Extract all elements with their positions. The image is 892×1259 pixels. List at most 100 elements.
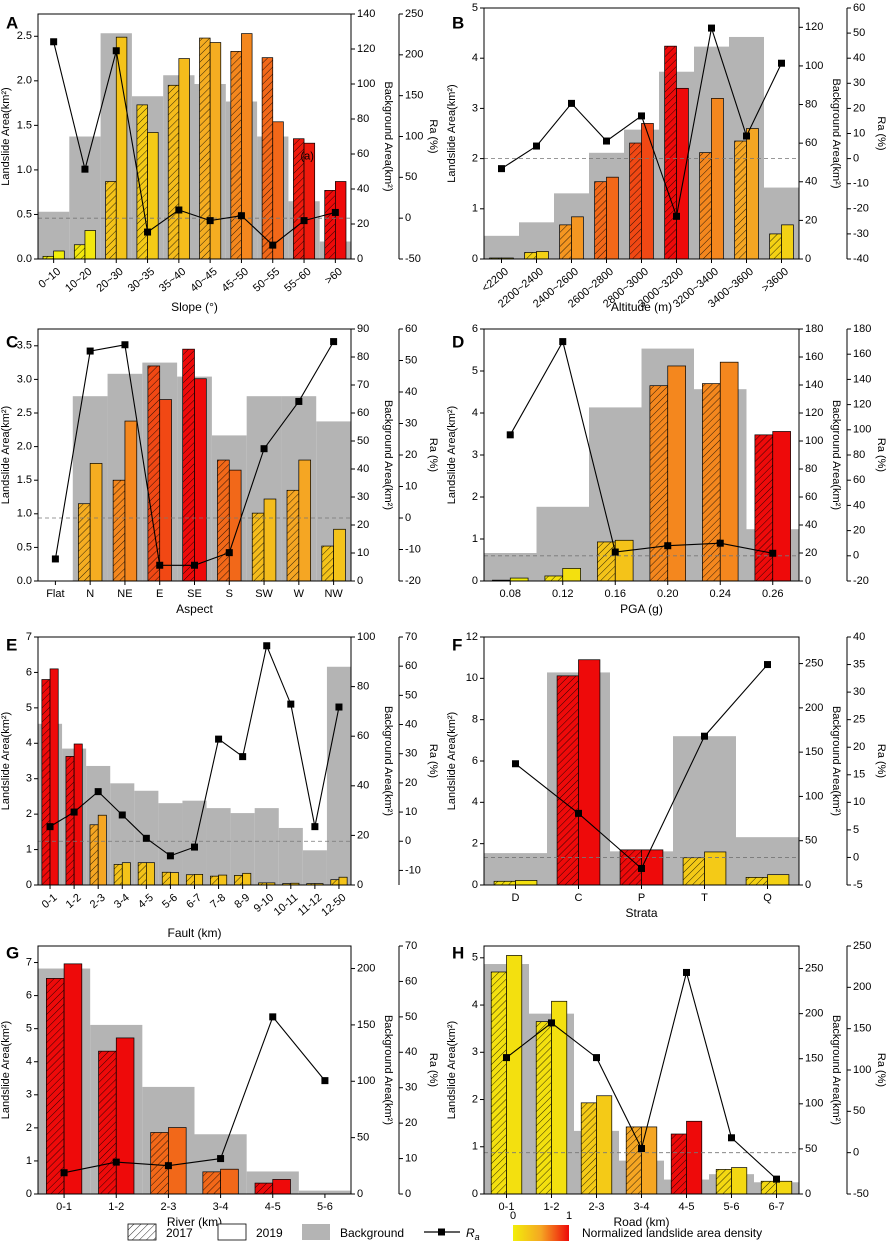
x-tick-label: 0-1: [499, 1201, 515, 1213]
ra-tick-label: -10: [405, 864, 421, 876]
ra-point: [112, 47, 120, 55]
ra-tick-label: 40: [405, 718, 417, 730]
ra-tick-label: 0: [405, 212, 411, 224]
bar-2019: [263, 498, 277, 582]
bar-2019: [170, 872, 179, 886]
left-tick-label: 6: [26, 990, 32, 1002]
x-tick-label: 0.26: [762, 588, 783, 600]
bg-tick-label: 140: [357, 8, 375, 20]
ra-point: [144, 228, 152, 236]
ra-point: [225, 549, 233, 557]
ra-tick-label: 0: [405, 512, 411, 524]
bar-2019: [551, 1000, 568, 1195]
ra-tick-label: 30: [405, 417, 417, 429]
ra-point: [156, 561, 164, 569]
bg-tick-label: 160: [805, 351, 823, 363]
left-tick-label: 1: [472, 203, 478, 215]
x-tick-label: 4-5: [679, 1201, 695, 1213]
bg-tick-label: 120: [805, 407, 823, 419]
bar-2019: [333, 528, 346, 582]
ra-point: [638, 112, 645, 120]
bar-2017: [41, 679, 51, 886]
x-tick-label: 30~35: [126, 266, 157, 295]
left-tick-label: 6: [472, 755, 478, 767]
chart-panel-c: C 0.0 0.5 1.0 1.5 2.0 2.5 3.0 3.5 0 10 20 30 40 50 60 70…: [0, 323, 439, 616]
x-axis-label: Fault (km): [168, 926, 222, 940]
bar-2017: [769, 233, 782, 260]
ra-axis-label: Ra (%): [427, 744, 439, 778]
left-tick-label: 6: [26, 666, 32, 678]
bg-tick-label: 100: [805, 435, 823, 447]
ra-point: [773, 1175, 780, 1183]
bg-tick-label: 60: [805, 491, 817, 503]
ra-tick-label: 160: [853, 348, 871, 360]
bg-tick-label: 20: [357, 829, 369, 841]
ra-tick-label: 40: [405, 386, 417, 398]
bg-tick-label: 60: [357, 148, 369, 160]
bar-2017: [182, 348, 195, 582]
bar-2017: [559, 224, 572, 260]
x-tick-label: 0.12: [552, 588, 573, 600]
bg-tick-label: 0: [805, 575, 811, 587]
bar-2019: [124, 420, 138, 582]
ra-point: [638, 864, 645, 872]
ra-point: [335, 703, 343, 711]
bg-tick-label: 200: [805, 1008, 823, 1020]
ra-tick-label: 30: [853, 686, 865, 698]
left-tick-label: 5: [472, 2, 478, 14]
bar-2017: [699, 152, 712, 260]
ra-tick-label: 35: [853, 658, 865, 670]
bar-2017: [524, 252, 537, 260]
ra-tick-label: -20: [853, 575, 869, 587]
ra-point: [164, 1162, 172, 1170]
bar-2019: [115, 36, 128, 260]
bar-2019: [676, 87, 689, 260]
background-bar: [278, 827, 303, 885]
ra-tick-label: 10: [853, 127, 865, 139]
bar-2019: [506, 955, 523, 1195]
ra-point: [300, 217, 308, 225]
bg-tick-label: 150: [357, 1019, 375, 1031]
left-tick-label: 7: [26, 631, 32, 643]
ra-point: [603, 137, 610, 145]
left-tick-label: 2.5: [17, 407, 32, 419]
bg-tick-label: 90: [357, 323, 369, 335]
left-tick-label: 1: [26, 843, 32, 855]
bar-2017: [89, 824, 99, 886]
left-tick-label: 6: [472, 323, 478, 335]
x-tick-label: 0.20: [657, 588, 678, 600]
ra-point: [206, 217, 214, 225]
bg-tick-label: 150: [805, 1053, 823, 1065]
left-axis-label: Landslide Area(km²): [446, 712, 458, 810]
bar-2017: [493, 880, 516, 886]
left-tick-label: 0: [472, 253, 478, 265]
ra-tick-label: 80: [853, 449, 865, 461]
bar-2019: [606, 176, 619, 260]
x-axis-label: Strata: [625, 906, 657, 920]
ra-point: [769, 549, 777, 557]
ra-tick-label: -10: [405, 543, 421, 555]
ra-tick-label: 60: [405, 323, 417, 335]
bar-2017: [137, 862, 147, 886]
left-tick-label: 0.5: [17, 208, 32, 220]
bg-tick-label: 40: [357, 780, 369, 792]
bg-tick-label: 0: [357, 575, 363, 587]
left-tick-label: 12: [466, 631, 478, 643]
left-tick-label: 3: [472, 449, 478, 461]
bar-2017: [702, 383, 721, 582]
legend-2019-label: 2019: [256, 1226, 283, 1240]
ra-point: [46, 823, 54, 831]
bar-2017: [230, 51, 242, 260]
ra-axis-label: Ra (%): [427, 1053, 439, 1087]
bar-2019: [614, 539, 634, 582]
bar-2017: [649, 385, 669, 582]
bar-2017: [535, 1021, 552, 1195]
ra-tick-label: 30: [405, 748, 417, 760]
ra-tick-label: 40: [405, 1046, 417, 1058]
x-axis-label: Road (km): [613, 1215, 669, 1229]
left-axis-label: Landslide Area(km²): [446, 406, 458, 504]
bg-tick-label: 120: [357, 43, 375, 55]
bar-2017: [45, 978, 65, 1195]
ra-point: [50, 38, 58, 46]
ra-point: [166, 852, 174, 860]
